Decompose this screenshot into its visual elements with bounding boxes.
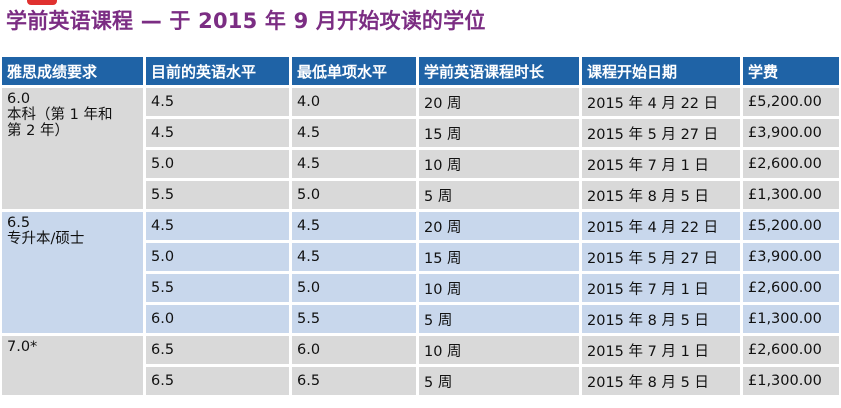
fee-cell: £1,300.00 (743, 305, 839, 336)
fee-cell: £5,200.00 (743, 212, 839, 243)
current-level-cell: 4.5 (146, 119, 292, 150)
fee-cell: £3,900.00 (743, 243, 839, 274)
table-row: 5.5 5.0 5 周 2015 年 8 月 5 日 £1,300.00 (2, 181, 839, 212)
requirement-score: 6.0 (7, 91, 31, 107)
table-row: 4.5 4.5 15 周 2015 年 5 月 27 日 £3,900.00 (2, 119, 839, 150)
duration-cell: 5 周 (419, 181, 582, 212)
table-row: 6.0 本科（第 1 年和 第 2 年） 4.5 4.0 20 周 2015 年… (2, 88, 839, 212)
header-course-duration: 学前英语课程时长 (419, 57, 582, 88)
duration-cell: 20 周 (419, 212, 582, 243)
table-row: 5.0 4.5 15 周 2015 年 5 月 27 日 £3,900.00 (2, 243, 839, 274)
start-date-cell: 2015 年 4 月 22 日 (582, 212, 743, 243)
current-level-cell: 4.5 (146, 212, 292, 243)
minimum-level-cell: 6.5 (292, 367, 419, 398)
header-tuition-fee: 学费 (743, 57, 839, 88)
fee-cell: £2,600.00 (743, 336, 839, 367)
current-level-cell: 6.0 (146, 305, 292, 336)
start-date-cell: 2015 年 8 月 5 日 (582, 367, 743, 398)
start-date-cell: 2015 年 7 月 1 日 (582, 150, 743, 181)
minimum-level-cell: 5.0 (292, 181, 419, 212)
duration-cell: 15 周 (419, 119, 582, 150)
table-row: 6.0 5.5 5 周 2015 年 8 月 5 日 £1,300.00 (2, 305, 839, 336)
duration-cell: 20 周 (419, 88, 582, 119)
minimum-level-cell: 4.5 (292, 212, 419, 243)
red-accent-tab (27, 0, 57, 5)
requirement-score: 7.0* (7, 339, 38, 355)
start-date-cell: 2015 年 7 月 1 日 (582, 274, 743, 305)
requirement-degree: 本科（第 1 年和 (7, 107, 113, 123)
fee-cell: £1,300.00 (743, 367, 839, 398)
fee-cell: £2,600.00 (743, 274, 839, 305)
minimum-level-cell: 6.0 (292, 336, 419, 367)
fee-cell: £2,600.00 (743, 150, 839, 181)
start-date-cell: 2015 年 5 月 27 日 (582, 119, 743, 150)
table-header-row: 雅思成绩要求 目前的英语水平 最低单项水平 学前英语课程时长 课程开始日期 学费 (2, 57, 839, 88)
fee-cell: £3,900.00 (743, 119, 839, 150)
minimum-level-cell: 4.5 (292, 150, 419, 181)
header-ielts-requirement: 雅思成绩要求 (2, 57, 146, 88)
duration-cell: 10 周 (419, 336, 582, 367)
current-level-cell: 5.0 (146, 243, 292, 274)
table-row: 5.5 5.0 10 周 2015 年 7 月 1 日 £2,600.00 (2, 274, 839, 305)
page-title: 学前英语课程 — 于 2015 年 9 月开始攻读的学位 (6, 9, 486, 33)
minimum-level-cell: 4.5 (292, 243, 419, 274)
minimum-level-cell: 4.5 (292, 119, 419, 150)
header-start-date: 课程开始日期 (582, 57, 743, 88)
current-level-cell: 5.5 (146, 181, 292, 212)
duration-cell: 15 周 (419, 243, 582, 274)
header-current-english-level: 目前的英语水平 (146, 57, 292, 88)
current-level-cell: 6.5 (146, 336, 292, 367)
start-date-cell: 2015 年 5 月 27 日 (582, 243, 743, 274)
table-row: 6.5 6.5 5 周 2015 年 8 月 5 日 £1,300.00 (2, 367, 839, 398)
ielts-requirement-cell: 6.0 本科（第 1 年和 第 2 年） (2, 88, 146, 212)
ielts-requirement-cell: 6.5 专升本/硕士 (2, 212, 146, 336)
start-date-cell: 2015 年 7 月 1 日 (582, 336, 743, 367)
minimum-level-cell: 5.0 (292, 274, 419, 305)
minimum-level-cell: 5.5 (292, 305, 419, 336)
duration-cell: 10 周 (419, 150, 582, 181)
current-level-cell: 5.5 (146, 274, 292, 305)
start-date-cell: 2015 年 4 月 22 日 (582, 88, 743, 119)
fee-cell: £1,300.00 (743, 181, 839, 212)
table-row: 7.0* 6.5 6.0 10 周 2015 年 7 月 1 日 £2,600.… (2, 336, 839, 398)
requirement-score: 6.5 (7, 215, 31, 231)
start-date-cell: 2015 年 8 月 5 日 (582, 181, 743, 212)
current-level-cell: 5.0 (146, 150, 292, 181)
current-level-cell: 4.5 (146, 88, 292, 119)
table-row: 5.0 4.5 10 周 2015 年 7 月 1 日 £2,600.00 (2, 150, 839, 181)
duration-cell: 5 周 (419, 367, 582, 398)
start-date-cell: 2015 年 8 月 5 日 (582, 305, 743, 336)
requirement-degree: 第 2 年） (7, 123, 69, 139)
current-level-cell: 6.5 (146, 367, 292, 398)
minimum-level-cell: 4.0 (292, 88, 419, 119)
duration-cell: 10 周 (419, 274, 582, 305)
table-row: 6.5 专升本/硕士 4.5 4.5 20 周 2015 年 4 月 22 日 … (2, 212, 839, 336)
requirement-degree: 专升本/硕士 (7, 231, 85, 247)
ielts-requirement-cell: 7.0* (2, 336, 146, 398)
duration-cell: 5 周 (419, 305, 582, 336)
header-minimum-subscore: 最低单项水平 (292, 57, 419, 88)
fee-cell: £5,200.00 (743, 88, 839, 119)
course-fees-table: 雅思成绩要求 目前的英语水平 最低单项水平 学前英语课程时长 课程开始日期 学费… (2, 57, 839, 398)
